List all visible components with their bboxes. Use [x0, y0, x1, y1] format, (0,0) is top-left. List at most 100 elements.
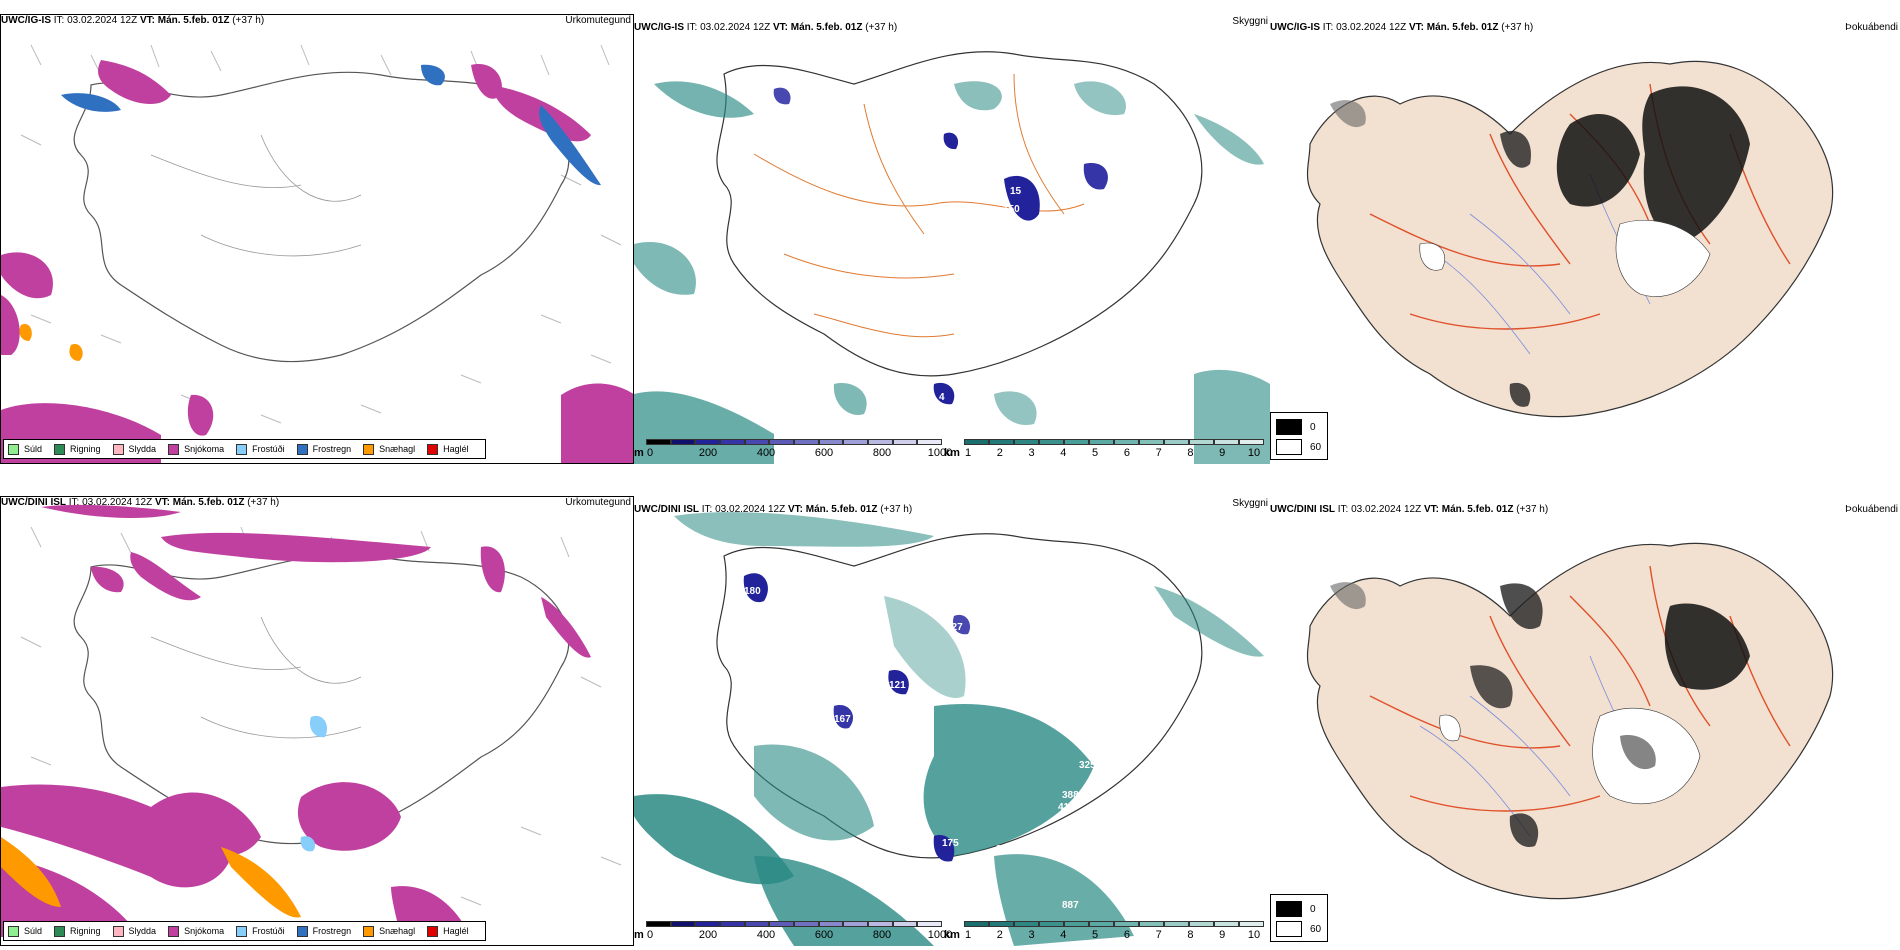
- model-name: UWC/IG-IS: [634, 22, 684, 33]
- valid-time: Mán. 5.feb. 01Z: [790, 22, 863, 33]
- colorbar-segment: [793, 921, 819, 927]
- visibility-km-colorbar: [964, 439, 1264, 445]
- colorbar-tick: 1: [964, 929, 972, 941]
- colorbar-tick: 8: [1187, 929, 1194, 941]
- model-name: UWC/IG-IS: [1270, 22, 1320, 33]
- colorbar-tick: 3: [1028, 447, 1035, 459]
- colorbar-tick: 4: [1060, 929, 1067, 941]
- init-time: 03.02.2024 12Z: [715, 504, 786, 515]
- precip-legend-swatch: [363, 443, 375, 455]
- colorbar-tick: 3: [1028, 929, 1035, 941]
- fog-legend-item: 60: [1276, 921, 1321, 937]
- vis-label-175: 175: [942, 838, 959, 849]
- valid-time-label: VT:: [1408, 22, 1424, 33]
- colorbar-tick: 0: [646, 929, 654, 941]
- colorbar-segment: [646, 439, 671, 445]
- fog-legend-label: 60: [1310, 923, 1322, 935]
- fog-index-map-row2: [1306, 542, 1834, 900]
- colorbar-segment: [1214, 921, 1239, 927]
- colorbar-segment: [892, 921, 918, 927]
- precip-legend-swatch: [363, 925, 375, 937]
- precip-legend-item: Rigning: [54, 925, 101, 937]
- fog-index-panel-row2: Þokuábendi 0 60: [1270, 496, 1900, 946]
- lead-time: (+37 h): [247, 497, 280, 508]
- colorbar-segment: [1164, 439, 1189, 445]
- precip-legend-swatch: [296, 443, 308, 455]
- precip-legend-item: Slydda: [112, 443, 156, 455]
- colorbar-segment: [1014, 439, 1039, 445]
- panel-title: Úrkomutegund: [565, 497, 631, 508]
- unit-km: km: [944, 929, 960, 941]
- panel-header: UWC/DINI ISL IT: 03.02.2024 12Z VT: Mán.…: [1270, 504, 1548, 516]
- valid-time: Mán. 5.feb. 01Z: [157, 15, 230, 26]
- fog-legend-swatch-60: [1276, 439, 1302, 455]
- colorbar-segment: [1114, 439, 1139, 445]
- colorbar-segment: [695, 921, 720, 927]
- precip-legend-item: Frostregn: [296, 443, 351, 455]
- colorbar-segment: [744, 439, 770, 445]
- colorbar-tick: 6: [1123, 447, 1130, 459]
- colorbar-tick: 10: [1247, 929, 1261, 941]
- fog-index-panel-row1: Þokuábendi 0 60: [1270, 14, 1900, 464]
- vis-label-121: 121: [792, 94, 809, 105]
- precip-legend-label: Haglél: [443, 926, 469, 936]
- fog-legend-label: 0: [1310, 903, 1316, 915]
- fog-legend-item: 0: [1276, 419, 1316, 435]
- fog-legend-item: 60: [1276, 439, 1321, 455]
- precip-legend-item: Frostregn: [296, 925, 351, 937]
- valid-time-label: VT:: [139, 15, 155, 26]
- precip-legend-swatch: [236, 443, 248, 455]
- vis-label-2: 2: [952, 149, 958, 160]
- precip-legend-swatch: [112, 443, 124, 455]
- colorbar-segment: [964, 921, 989, 927]
- colorbar-segment: [646, 921, 671, 927]
- visibility-map-row1: 121 2 15 150 4: [634, 51, 1270, 464]
- precip-legend-label: Snjókoma: [184, 926, 225, 936]
- colorbar-segment: [917, 921, 942, 927]
- vis-label-325: 325: [1079, 760, 1096, 771]
- precip-type-map-row2: [1, 504, 622, 937]
- colorbar-segment: [1039, 439, 1064, 445]
- colorbar-segment: [1189, 439, 1214, 445]
- vis-label-4: 4: [939, 392, 945, 403]
- colorbar-segment: [1089, 921, 1114, 927]
- precip-legend-label: Súld: [24, 444, 43, 454]
- colorbar-segment: [917, 439, 942, 445]
- precip-legend-item: Súld: [8, 925, 42, 937]
- lead-time: (+37 h): [865, 22, 898, 33]
- precip-legend-item: Súld: [8, 443, 43, 455]
- colorbar-segment: [769, 439, 794, 445]
- lead-time: (+37 h): [1501, 22, 1534, 33]
- panel-title: Þokuábendi: [1845, 22, 1898, 33]
- precip-legend-swatch: [168, 925, 180, 937]
- precip-type-panel-row2: UWC/DINI ISL IT: 03.02.2024 12Z VT: Mán.…: [0, 496, 634, 946]
- panel-title: Þokuábendi: [1845, 504, 1898, 515]
- vis-label-180: 180: [744, 586, 761, 597]
- colorbar-tick: 1: [964, 447, 972, 459]
- init-time-label: IT:: [1337, 504, 1349, 515]
- colorbar-tick: 200: [698, 929, 718, 941]
- precip-legend-swatch: [236, 925, 248, 937]
- model-name: UWC/IG-IS: [1, 15, 51, 26]
- precip-legend-item: Haglél: [427, 443, 469, 455]
- precip-legend-item: Frostúði: [236, 925, 285, 937]
- colorbar-segment: [964, 439, 989, 445]
- init-time-label: IT:: [701, 504, 713, 515]
- lead-time: (+37 h): [1516, 504, 1549, 515]
- precip-legend-swatch: [8, 925, 19, 937]
- vis-label-150: 150: [1003, 204, 1020, 215]
- colorbar-segment: [989, 921, 1014, 927]
- valid-time: Mán. 5.feb. 01Z: [1441, 504, 1514, 515]
- colorbar-tick: 4: [1060, 447, 1067, 459]
- colorbar-tick: 8: [1187, 447, 1194, 459]
- colorbar-segment: [1064, 439, 1089, 445]
- colorbar-tick: 2: [996, 447, 1003, 459]
- fog-legend-swatch-0: [1276, 419, 1302, 435]
- precip-legend-swatch: [296, 925, 308, 937]
- fog-index-legend: 0 60: [1270, 894, 1328, 942]
- precip-legend-label: Snæhagl: [379, 444, 416, 454]
- valid-time-label: VT:: [772, 22, 788, 33]
- colorbar-segment: [719, 439, 745, 445]
- precip-legend-label: Snjókoma: [184, 444, 225, 454]
- init-time-label: IT:: [53, 15, 65, 26]
